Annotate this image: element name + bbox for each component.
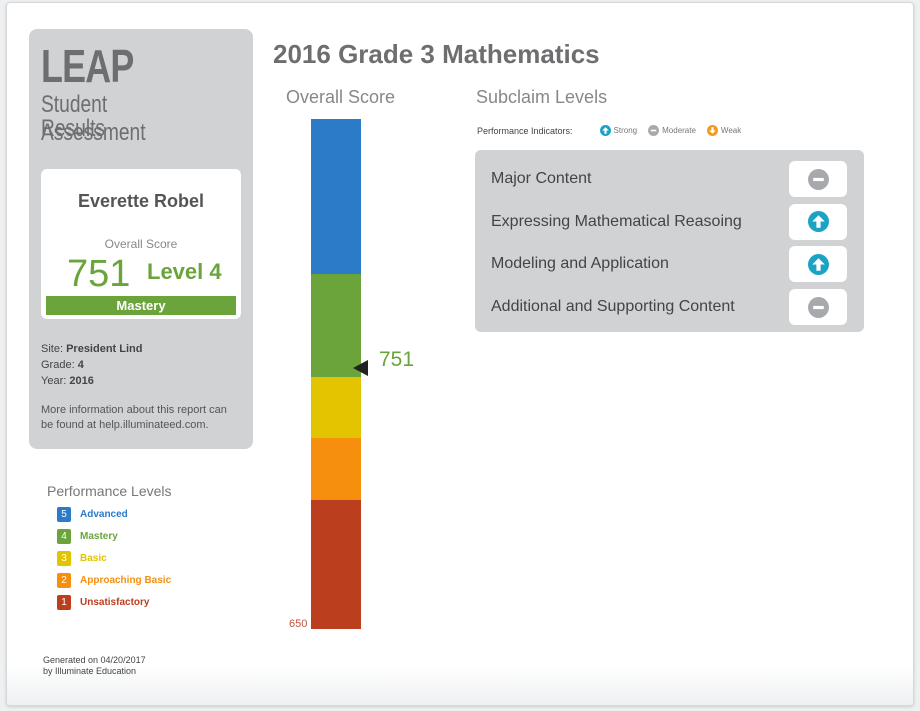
note: More information about this report can b… (41, 404, 227, 431)
level-name: Mastery (80, 530, 118, 542)
level-name: Mastery (46, 296, 236, 315)
legend-title: Performance Levels (47, 483, 172, 499)
subclaim-row: Modeling and Application (491, 244, 848, 284)
brand: LEAP (41, 40, 134, 92)
info-row: Grade: 4 (41, 357, 142, 373)
indicator-icon (807, 253, 829, 275)
indicator: Moderate (648, 125, 696, 136)
subtitle: Student Assessment (41, 91, 146, 146)
subtitle: Results (41, 115, 106, 142)
info-row: Site: President Lind (41, 341, 142, 357)
subclaim-title: Subclaim Levels (476, 87, 608, 107)
footer-line: by Illuminate Education (43, 666, 137, 676)
bar-min: 650 (289, 618, 308, 630)
subclaim-row: Expressing Mathematical Reasoing (491, 202, 848, 242)
info-label: Site: (41, 343, 64, 355)
marker-label: 751 (379, 348, 415, 371)
indicator-icon (807, 168, 829, 190)
subclaim-indicator (789, 161, 847, 197)
level-number: 2 (57, 572, 71, 588)
subclaim-name: Additional and Supporting Content (491, 298, 735, 316)
bar-segment (311, 438, 361, 500)
level-number: 5 (57, 506, 71, 522)
subclaim-indicator (789, 203, 847, 240)
info-label: Grade: (41, 359, 75, 371)
student-card: Everette Robel Overall Score 751 Level 4… (41, 169, 241, 319)
indicator: Weak (706, 125, 742, 136)
bar-segment (311, 274, 361, 377)
student-info: Site: President Lind Grade: 4 Year: 2016 (41, 341, 142, 389)
indicator-icon (648, 125, 660, 136)
indicators-label: Performance Indicators: (477, 125, 573, 136)
subclaim-row: Additional and Supporting Content (491, 287, 848, 327)
indicator-name: Weak (720, 126, 742, 135)
subclaim-name: Modeling and Application (491, 255, 669, 273)
score-label: Overall Score (104, 237, 178, 251)
subclaim-row: Major Content (491, 159, 848, 199)
subclaims: Major Content Expressing Mathematical Rea… (475, 150, 864, 332)
level-name: Basic (80, 552, 107, 564)
page-fade (7, 665, 913, 705)
subclaim-indicator (789, 289, 847, 326)
score: 751 (67, 253, 131, 295)
legend-row: 3 Basic (57, 547, 171, 569)
info-row: Year: 2016 (41, 373, 142, 389)
legend-row: 5 Advanced (57, 503, 171, 525)
legend-row: 1 Unsatisfactory (57, 591, 171, 613)
report-title: 2016 Grade 3 Mathematics (273, 39, 600, 69)
indicator: Strong (599, 125, 638, 136)
icon-dash (650, 129, 657, 132)
info-value: President Lind (66, 343, 143, 355)
bar-segment (311, 377, 361, 438)
level-number: 1 (57, 594, 71, 610)
footer-line: Generated on 04/20/2017 (43, 655, 146, 665)
indicator-icon (706, 125, 718, 136)
legend: 5 Advanced 4 Mastery 3 Basic 2 Approaching Basi… (57, 503, 171, 613)
icon-dash (812, 305, 824, 309)
indicator-icon (807, 296, 829, 318)
indicator-icon (807, 211, 829, 233)
level-number: 3 (57, 550, 71, 566)
subclaim-name: Major Content (491, 170, 592, 187)
level-name: Advanced (80, 508, 128, 520)
indicators: Performance Indicators: Strong Moderate We… (477, 125, 741, 136)
subclaim-indicator (789, 246, 847, 283)
icon-dash (812, 177, 824, 181)
sidebar: LEAP Student Assessment Results Everette… (29, 29, 253, 449)
subclaim-name: Expressing Mathematical Reasoing (491, 212, 742, 230)
student-name: Everette Robel (77, 191, 205, 211)
bar-segment (311, 119, 361, 274)
bar-segment (311, 500, 361, 629)
level-name: Approaching Basic (80, 574, 172, 586)
score-bar (311, 119, 361, 629)
info-value: 2016 (69, 375, 94, 387)
report-page: LEAP Student Assessment Results Everette… (6, 2, 914, 706)
indicator-name: Moderate (662, 126, 696, 135)
overall-title: Overall Score (286, 87, 396, 107)
info-value: 4 (77, 359, 84, 371)
level: Level 4 (147, 259, 222, 284)
level-name: Unsatisfactory (80, 596, 150, 608)
legend-row: 2 Approaching Basic (57, 569, 171, 591)
legend-row: 4 Mastery (57, 525, 171, 547)
level-number: 4 (57, 528, 71, 544)
indicator-name: Strong (613, 126, 638, 135)
score-marker (353, 360, 368, 376)
footer: Generated on 04/20/2017 by Illuminate Ed… (43, 655, 146, 677)
indicator-icon (599, 125, 611, 136)
info-label: Year: (41, 375, 67, 387)
